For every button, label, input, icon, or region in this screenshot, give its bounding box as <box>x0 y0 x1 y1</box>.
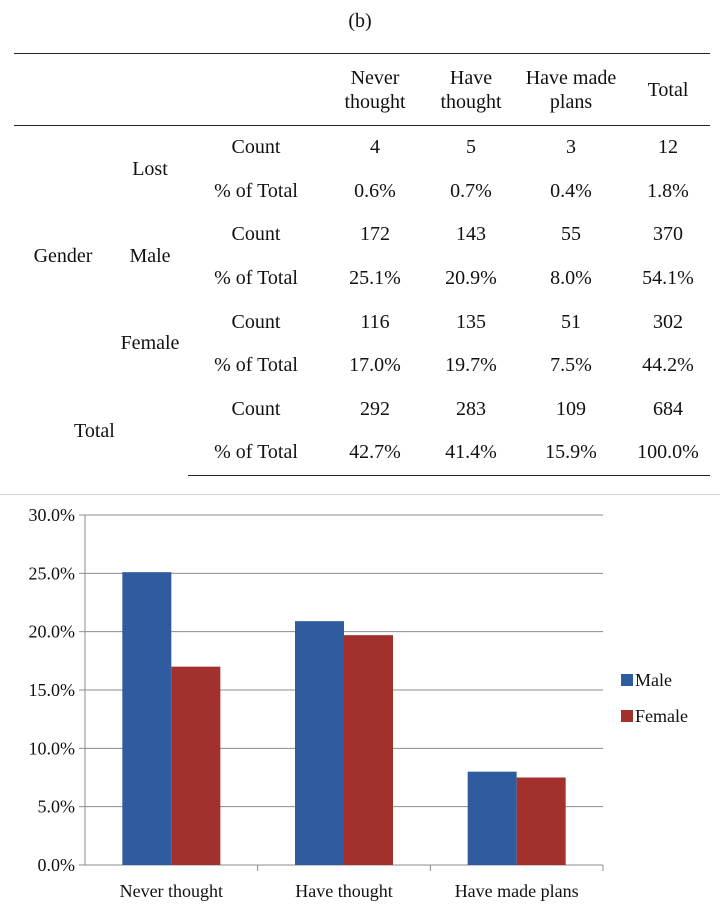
table-row: Male Count 172 143 55 370 <box>14 213 710 267</box>
bar-female-2 <box>516 777 566 865</box>
cell: 15.9% <box>516 431 626 476</box>
y-tick-label: 5.0% <box>38 797 76 817</box>
cell: 109 <box>556 397 586 420</box>
row-label: Count <box>231 223 281 246</box>
cell: 41.4% <box>426 431 516 476</box>
table-row: % of Total 42.7% 41.4% 15.9% 100.0% <box>14 431 710 476</box>
bar-male-1 <box>295 621 344 865</box>
table-header-row: Never thought Have thought Have made plans … <box>14 53 710 126</box>
cell: 5 <box>466 136 476 159</box>
cell: 370 <box>653 223 683 246</box>
cell: 44.2% <box>642 354 694 377</box>
table-row: Gender Lost Count 4 5 3 12 <box>14 126 710 267</box>
cell: 292 <box>360 397 390 420</box>
cell: 4 <box>370 136 380 159</box>
col-header-never-thought: Never thought <box>324 53 426 126</box>
x-tick-label: Have made plans <box>455 881 579 901</box>
cell: 7.5% <box>550 354 592 377</box>
x-tick-label: Never thought <box>120 881 223 901</box>
bar-male-2 <box>467 771 517 865</box>
cell: 20.9% <box>445 267 497 290</box>
cell: 283 <box>456 397 486 420</box>
legend-swatch-male <box>621 674 633 686</box>
cell: 302 <box>653 310 683 333</box>
cell: 8.0% <box>550 267 592 290</box>
y-tick-label: 15.0% <box>29 680 76 700</box>
divider <box>0 494 720 495</box>
group-label-female: Female <box>120 332 180 355</box>
cell: 0.7% <box>450 179 492 202</box>
cell: 0.6% <box>354 179 396 202</box>
row-label: Count <box>231 136 281 159</box>
cell: 25.1% <box>349 267 401 290</box>
table-row: % of Total 0.6% 0.7% 0.4% 1.8% <box>14 170 710 214</box>
cell: 172 <box>360 223 390 246</box>
figure-caption: (b) <box>348 10 372 32</box>
cell: 55 <box>561 223 581 246</box>
legend-swatch-female <box>621 710 633 722</box>
cell: 143 <box>456 223 486 246</box>
cell: 17.0% <box>349 354 401 377</box>
table-row: Female Count 116 135 51 302 <box>14 300 710 355</box>
y-tick-label: 20.0% <box>29 622 76 642</box>
col-header-total: Total <box>626 53 710 126</box>
cell: 54.1% <box>642 267 694 290</box>
y-tick-label: 25.0% <box>29 563 76 583</box>
row-label: Count <box>231 397 281 420</box>
bar-female-0 <box>171 666 221 865</box>
total-label: Total <box>74 419 115 442</box>
table-row: % of Total 25.1% 20.9% 8.0% 54.1% <box>14 257 710 301</box>
bar-chart: 0.0% 5.0% 10.0% 15.0% 20.0% 25.0% 30.0% Never t… <box>29 505 688 901</box>
gender-label: Gender <box>33 245 93 268</box>
table-row: % of Total 17.0% 19.7% 7.5% 44.2% <box>14 344 710 388</box>
row-label: Count <box>231 310 281 333</box>
bar-male-0 <box>122 572 172 865</box>
cell: 684 <box>653 397 683 420</box>
row-label: % of Total <box>214 267 298 290</box>
cell: 19.7% <box>445 354 497 377</box>
y-tick-label: 0.0% <box>38 855 76 875</box>
col-header-have-made-plans: Have made plans <box>516 53 626 126</box>
row-label: % of Total <box>188 431 324 476</box>
x-tick-label: Have thought <box>295 881 392 901</box>
cell: 12 <box>658 136 678 159</box>
crosstab-table: Never thought Have thought Have made plans … <box>14 53 710 476</box>
cell: 51 <box>561 310 581 333</box>
group-label-male: Male <box>129 245 171 268</box>
row-label: % of Total <box>214 354 298 377</box>
cell: 100.0% <box>626 431 710 476</box>
col-header-have-thought: Have thought <box>426 53 516 126</box>
cell: 42.7% <box>324 431 426 476</box>
group-label-lost: Lost <box>132 158 168 181</box>
cell: 116 <box>360 310 390 333</box>
legend-label-male: Male <box>635 670 672 690</box>
cell: 3 <box>566 136 576 159</box>
table-row: Total Count 292 283 109 684 <box>14 388 710 442</box>
cell: 135 <box>456 310 486 333</box>
cell: 0.4% <box>550 179 592 202</box>
cell: 1.8% <box>647 179 689 202</box>
y-tick-label: 10.0% <box>29 738 76 758</box>
y-tick-label: 30.0% <box>29 505 76 525</box>
legend-label-female: Female <box>635 706 688 726</box>
bar-female-1 <box>344 635 393 865</box>
row-label: % of Total <box>214 179 298 202</box>
